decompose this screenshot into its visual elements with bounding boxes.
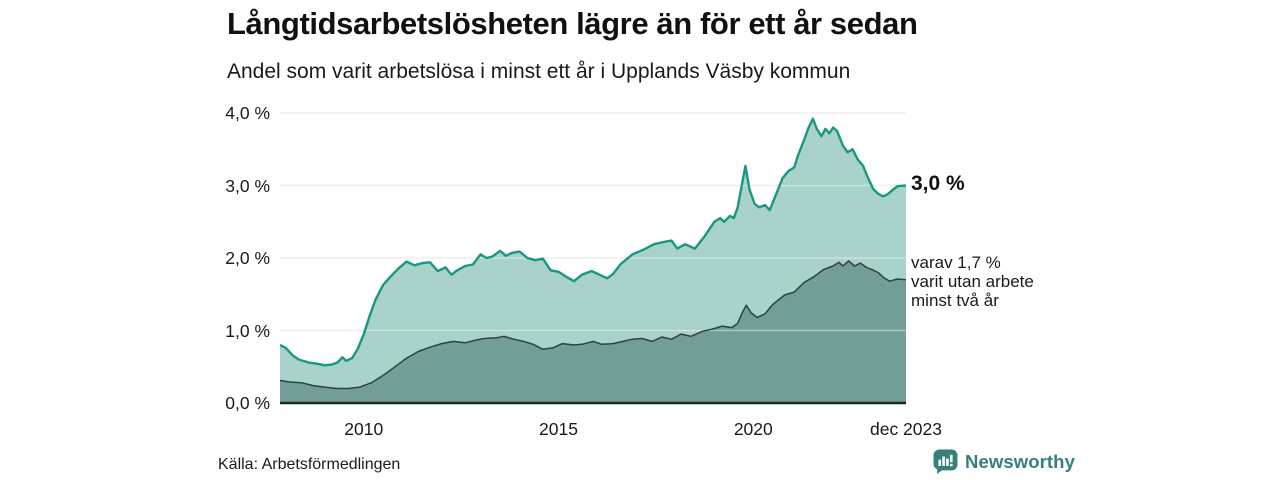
source-label: Källa: Arbetsförmedlingen [218,456,401,473]
area-chart-plot [280,112,906,405]
x-tick-label: 2020 [733,419,773,439]
two-year-annotation-line: minst två år [911,291,999,310]
two-year-annotation: varav 1,7 % varit utan arbete minst två år [911,253,1034,310]
two-year-annotation-line: varav 1,7 % [911,253,1001,272]
x-tick-label: 2015 [539,419,578,439]
y-tick-label: 1,0 % [225,320,270,341]
x-tick-label: 2010 [344,419,384,439]
two-year-annotation-line: varit utan arbete [911,272,1034,291]
newsworthy-logo-icon [933,449,958,474]
line-two-years [280,260,906,390]
latest-value-annotation: 3,0 % [911,172,965,195]
y-tick-label: 0,0 % [225,393,270,413]
line-total-one-year [280,117,906,367]
newsworthy-brand: Newsworthy [933,449,1075,474]
x-tick-label: dec 2023 [869,419,942,439]
chart-subtitle: Andel som varit arbetslösa i minst ett å… [227,60,851,83]
y-tick-label: 3,0 % [225,175,270,196]
y-tick-label: 4,0 % [225,103,270,123]
area-two-years [280,260,906,403]
chart-title: Långtidsarbetslösheten lägre än för ett … [227,6,918,41]
newsworthy-brand-text: Newsworthy [965,450,1075,472]
y-tick-label: 2,0 % [225,248,270,268]
